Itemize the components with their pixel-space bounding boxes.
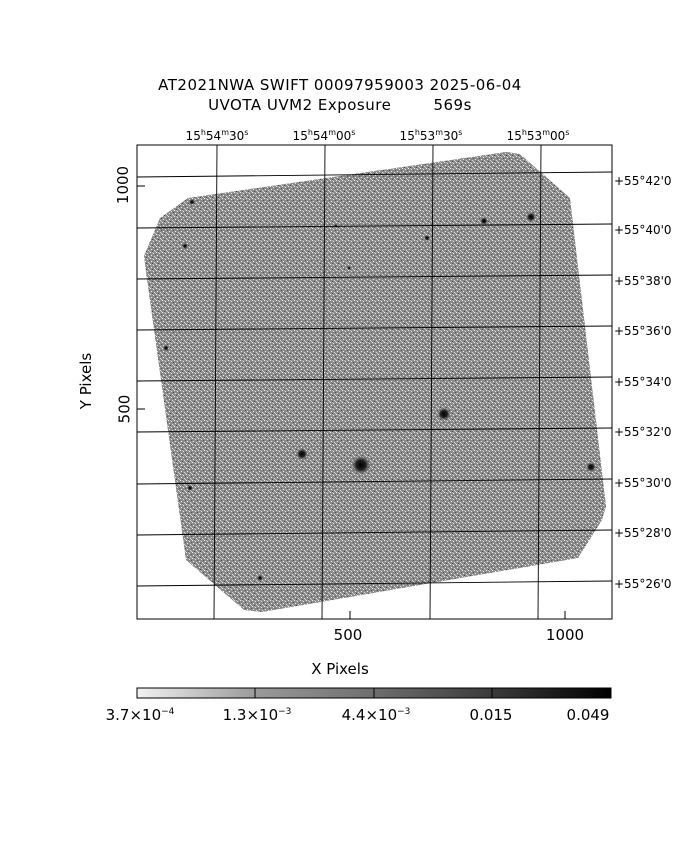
ra-tick-label: 15h54m30s — [185, 128, 249, 143]
point-source — [182, 243, 188, 249]
axis-ticks — [137, 185, 566, 619]
dec-tick-label: +55°42'0 — [614, 174, 672, 188]
point-source — [187, 485, 193, 491]
point-source — [347, 266, 351, 270]
ra-tick-label: 15h54m00s — [292, 128, 356, 143]
point-source — [480, 217, 488, 225]
image-subtitle: UVOTA UVM2 Exposure 569s — [208, 96, 472, 114]
dec-tick-label: +55°36'0 — [614, 324, 672, 338]
y-axis-label: Y Pixels — [77, 352, 96, 410]
colorbar-label: 0.049 — [566, 706, 610, 724]
ra-tick-label: 15h53m30s — [399, 128, 463, 143]
point-source — [351, 455, 371, 475]
dec-tick-label: +55°32'0 — [614, 425, 672, 439]
colorbar-label: 1.3×10−3 — [222, 706, 292, 724]
colorbar-ticks — [254, 688, 493, 698]
sources — [163, 199, 596, 581]
x-tick-label: 1000 — [545, 626, 585, 644]
point-source — [526, 212, 536, 222]
colorbar-label: 3.7×10−4 — [105, 706, 175, 724]
y-tick-label: 500 — [115, 394, 134, 424]
point-source — [586, 462, 596, 472]
dec-tick-label: +55°34'0 — [614, 375, 672, 389]
exposure-footprint — [144, 152, 606, 612]
x-axis-label: X Pixels — [311, 660, 369, 678]
colorbar-label: 0.015 — [469, 706, 513, 724]
image-title: AT2021NWA SWIFT 00097959003 2025-06-04 — [158, 76, 522, 94]
x-tick-label: 500 — [333, 626, 363, 644]
point-source — [424, 235, 430, 241]
dec-tick-label: +55°38'0 — [614, 274, 672, 288]
dec-tick-label: +55°28'0 — [614, 526, 672, 540]
colorbar-label: 4.4×10−3 — [341, 706, 411, 724]
point-source — [163, 345, 169, 351]
dec-tick-label: +55°26'0 — [614, 577, 672, 591]
point-source — [257, 575, 263, 581]
dec-tick-label: +55°40'0 — [614, 223, 672, 237]
ra-tick-label: 15h53m00s — [506, 128, 570, 143]
point-source — [189, 199, 195, 205]
y-tick-label: 1000 — [114, 165, 133, 205]
point-source — [296, 448, 308, 460]
coordinate-grid — [136, 144, 613, 620]
plot-frame — [136, 144, 613, 620]
dec-tick-label: +55°30'0 — [614, 476, 672, 490]
point-source — [437, 407, 451, 421]
